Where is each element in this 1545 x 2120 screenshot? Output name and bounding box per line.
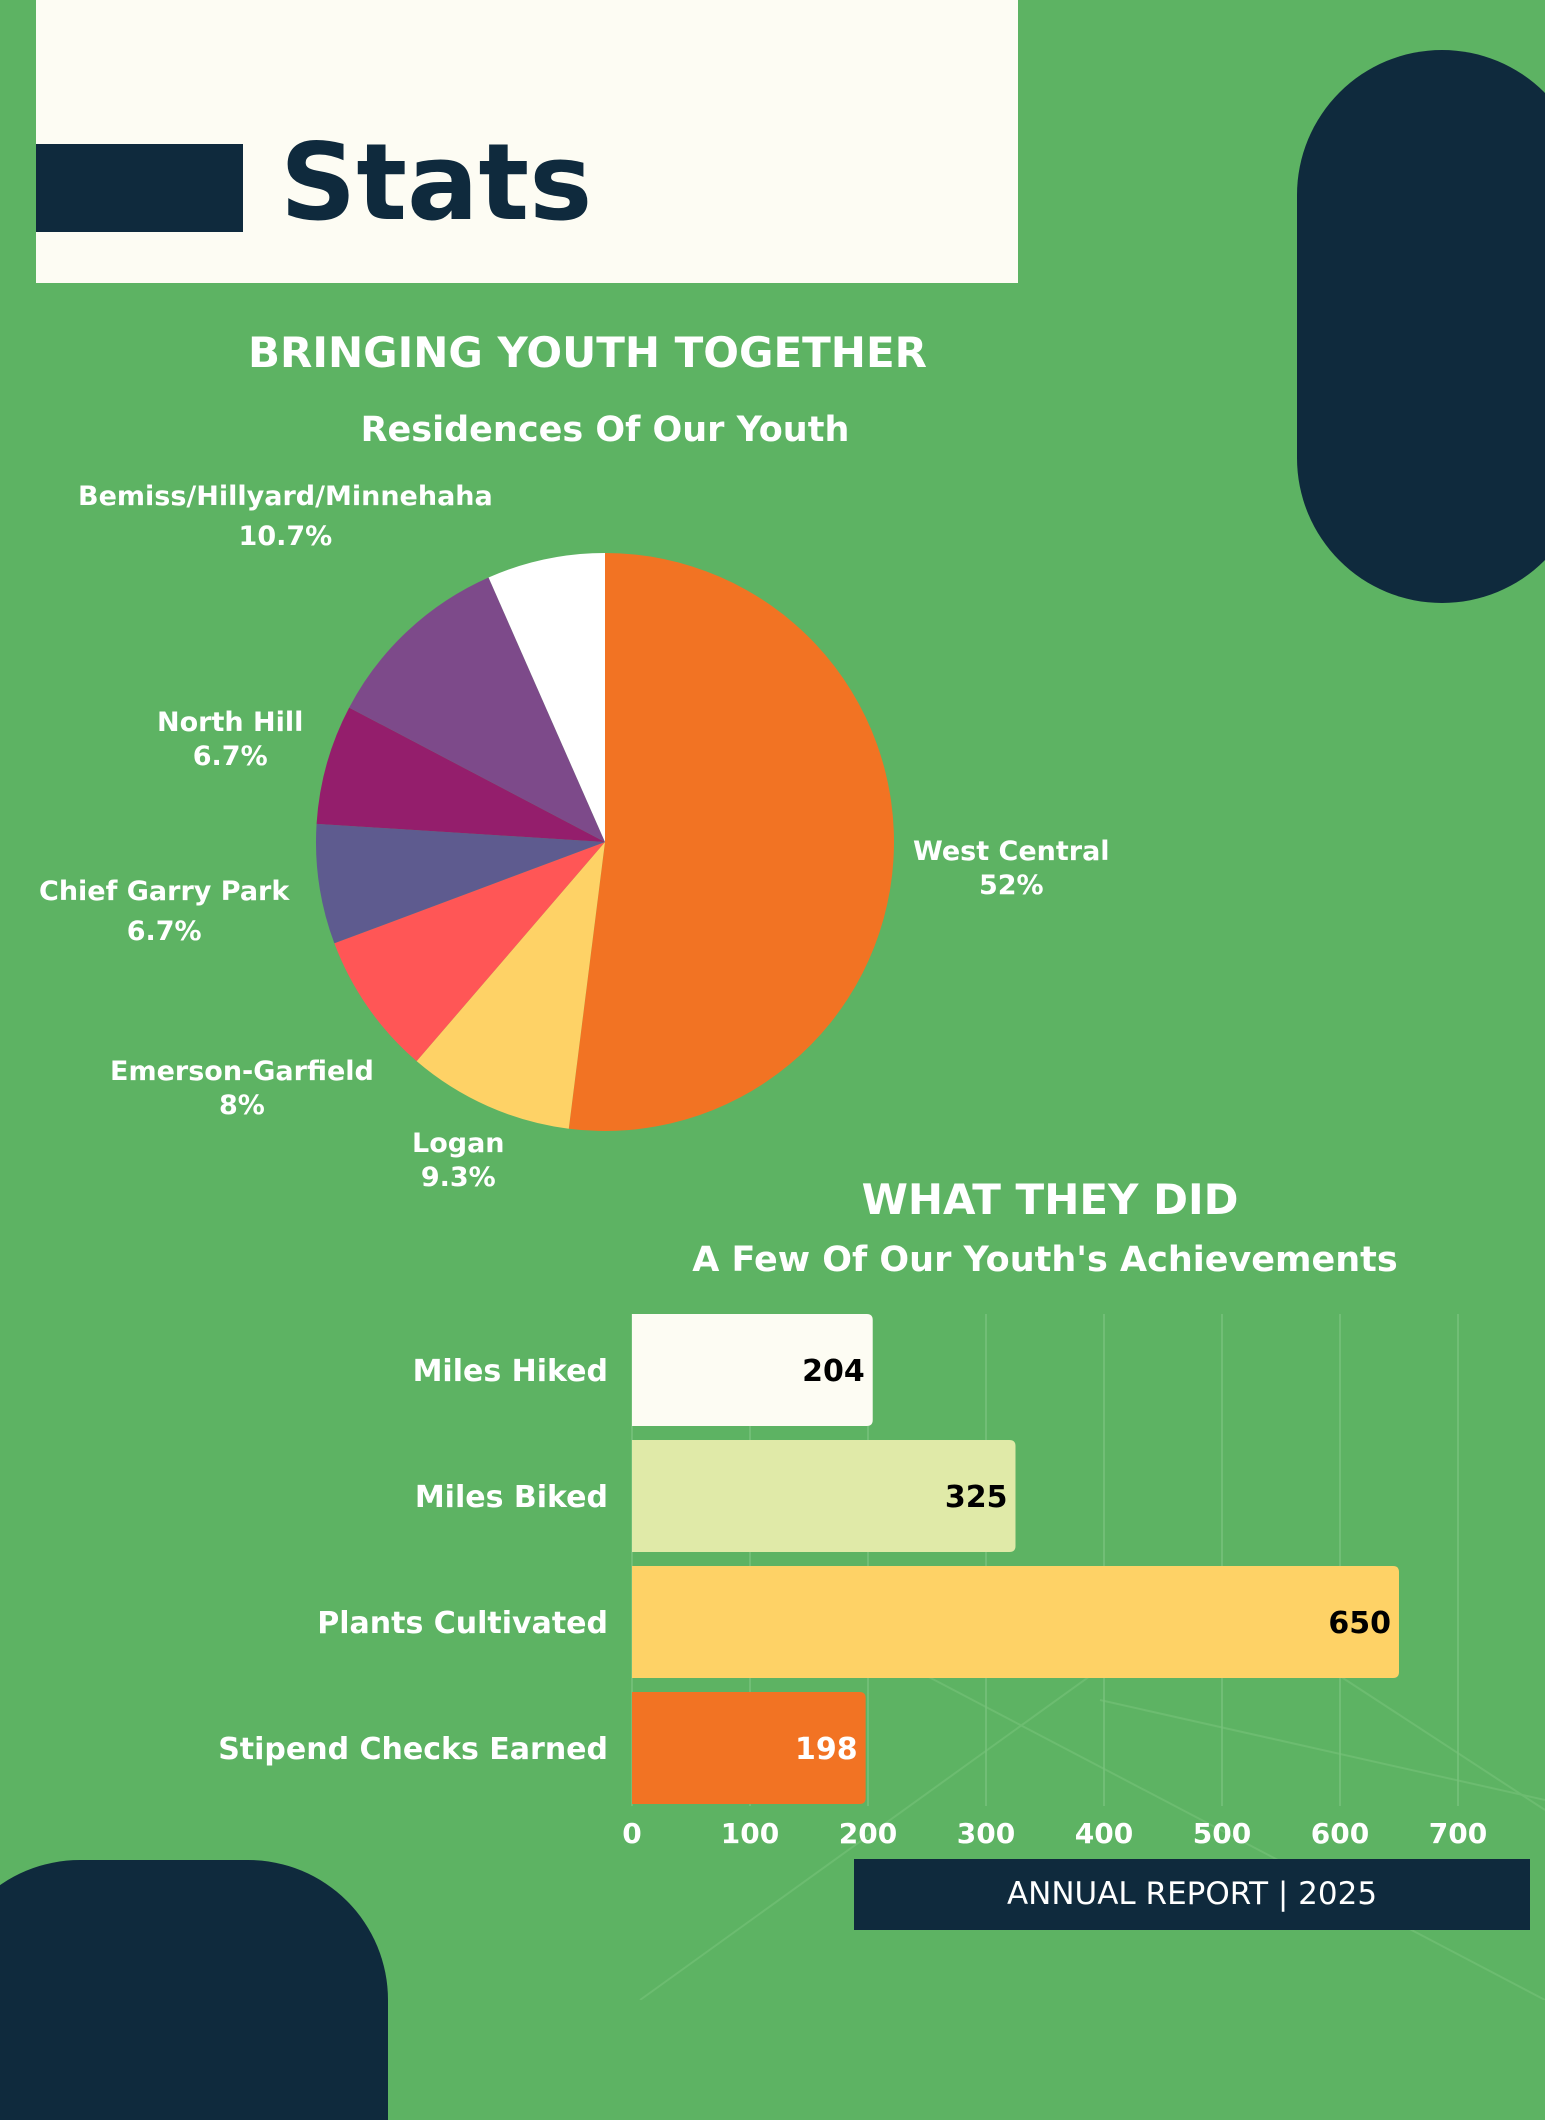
pie-label-logan: Logan 9.3% [412, 1128, 505, 1193]
bar-section-heading: WHAT THEY DID [861, 1175, 1239, 1224]
header-accent-bar [36, 144, 243, 232]
pie-section-heading: BRINGING YOUTH TOGETHER [248, 328, 927, 377]
pie-slice-bemiss-hillyard-minnehaha [349, 577, 605, 842]
pie-chart-title: Residences Of Our Youth [360, 410, 850, 450]
pie-label-emerson-garfield: Emerson-Garfield 8% [110, 1056, 374, 1121]
page-title: Stats [280, 121, 593, 244]
pie-slice-north-hill [316, 707, 605, 842]
decorative-navy-shape-bottom [0, 1860, 388, 2120]
pie-label-north-hill: North Hill 6.7% [157, 707, 304, 772]
pie-slice-logan [416, 842, 605, 1129]
pie-label-bemiss-hillyard-minnehaha: Bemiss/Hillyard/Minnehaha 10.7% [78, 481, 493, 552]
pie-slice-west-central [568, 553, 894, 1131]
pie-label-west-central: West Central 52% [913, 836, 1110, 901]
bar-chart-title: A Few Of Our Youth's Achievements [692, 1240, 1398, 1280]
pie-chart [316, 553, 894, 1131]
header-card: Stats [36, 0, 1018, 283]
pie-slice-other [488, 553, 605, 842]
footer-bar: ANNUAL REPORT | 2025 [854, 1859, 1530, 1930]
decorative-navy-shape-right [1297, 50, 1545, 603]
pie-label-chief-garry-park: Chief Garry Park 6.7% [39, 876, 290, 947]
pie-slice-emerson-garfield [334, 842, 605, 1062]
footer-text: ANNUAL REPORT | 2025 [1006, 1876, 1378, 1912]
pie-slice-chief-garry-park [316, 823, 605, 944]
